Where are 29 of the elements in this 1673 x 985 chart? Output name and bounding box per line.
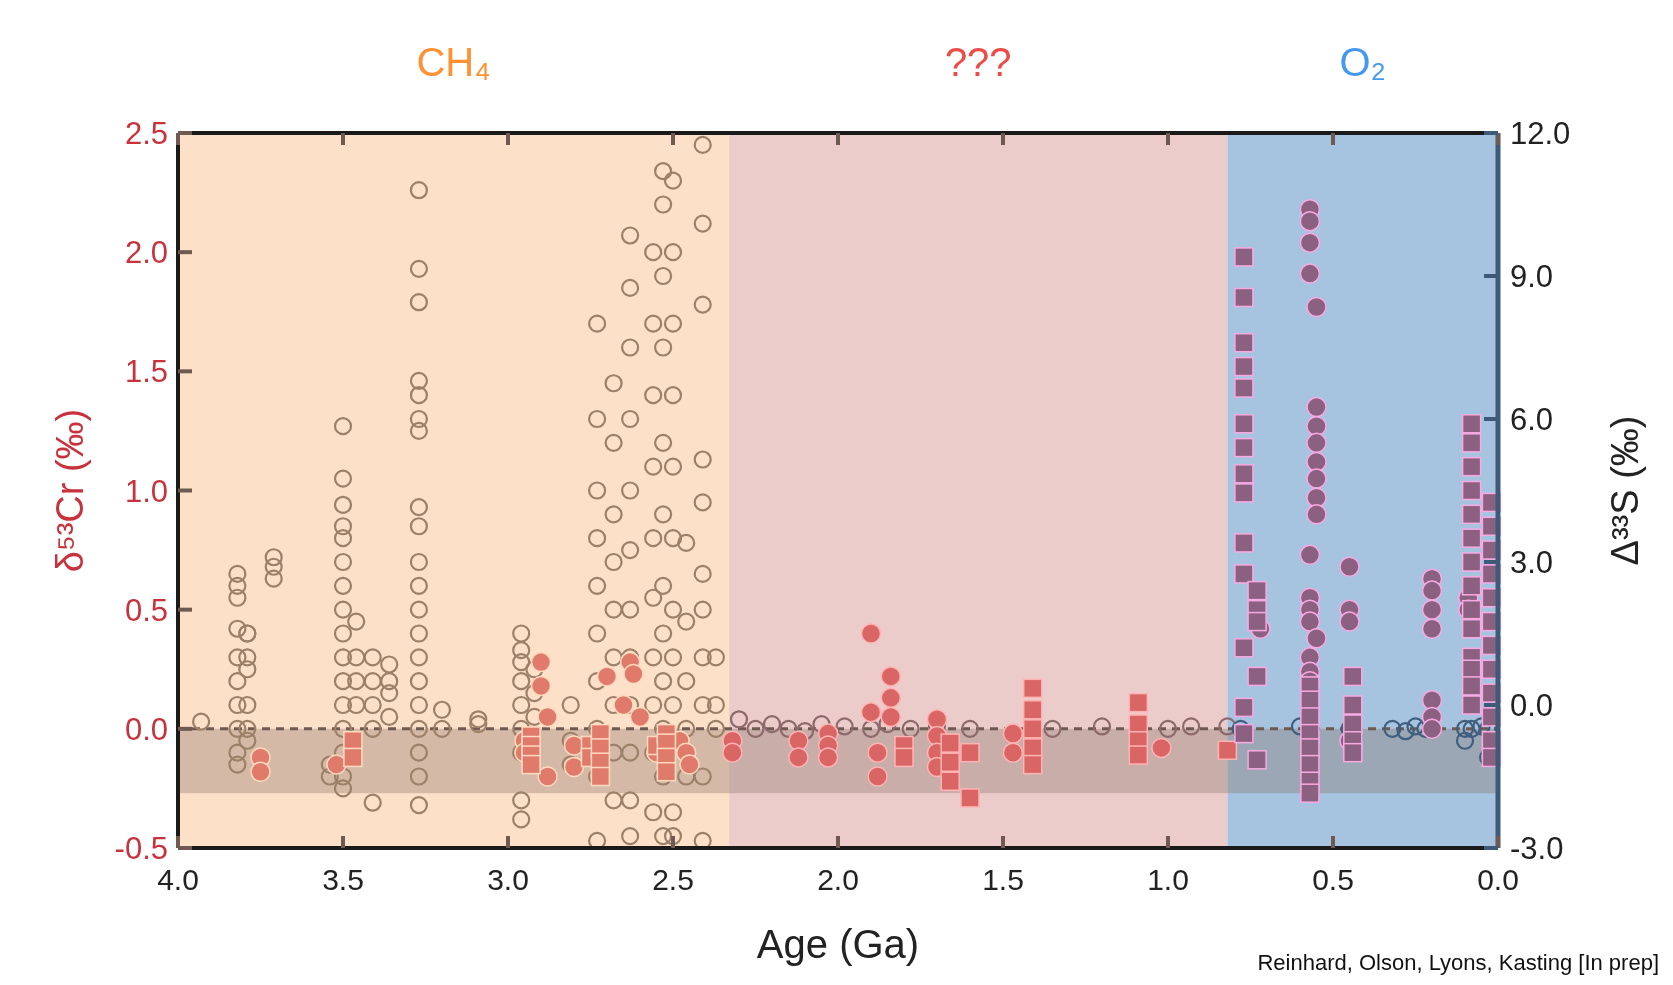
text: Reinhard, Olson, Lyons, Kasting [In prep] <box>1257 950 1659 975</box>
y-tick-label: 0.5 <box>124 592 168 628</box>
x-tick-label: 0.5 <box>1312 863 1354 896</box>
y-axis-title: δ⁵³Cr (‰) <box>49 408 91 573</box>
y2-tick-label: 6.0 <box>1510 402 1554 437</box>
y2-tick-label: -3.0 <box>1510 831 1564 866</box>
x-tick-label: 0.0 <box>1477 863 1519 896</box>
x-tick-label: 3.5 <box>322 863 364 896</box>
y-tick-label: 0.0 <box>124 711 168 747</box>
y2-tick-label: 0.0 <box>1510 688 1554 723</box>
band-label: ??? <box>944 40 1012 84</box>
band-label: O₂ <box>1339 40 1387 84</box>
x-axis-title: Age (Ga) <box>756 922 920 966</box>
x-tick-label: 3.0 <box>487 863 529 896</box>
y2-tick-label: 12.0 <box>1510 116 1571 151</box>
x-tick-label: 1.5 <box>982 863 1024 896</box>
y-tick-label: 1.5 <box>124 354 168 390</box>
x-tick-label: 1.0 <box>1147 863 1189 896</box>
y2-tick-label: 3.0 <box>1510 545 1554 580</box>
y2-axis-title: Δ³³S (‰) <box>1604 415 1646 566</box>
y-tick-label: -0.5 <box>114 831 168 866</box>
y-tick-label: 2.0 <box>124 235 168 271</box>
x-tick-label: 2.5 <box>652 863 694 896</box>
x-tick-label: 2.0 <box>817 863 859 896</box>
y-tick-label: 1.0 <box>124 473 168 509</box>
y-tick-label: 2.5 <box>124 116 168 151</box>
band-label: CH₄ <box>416 40 491 84</box>
x-tick-label: 4.0 <box>157 863 199 896</box>
y2-tick-label: 9.0 <box>1510 259 1554 294</box>
